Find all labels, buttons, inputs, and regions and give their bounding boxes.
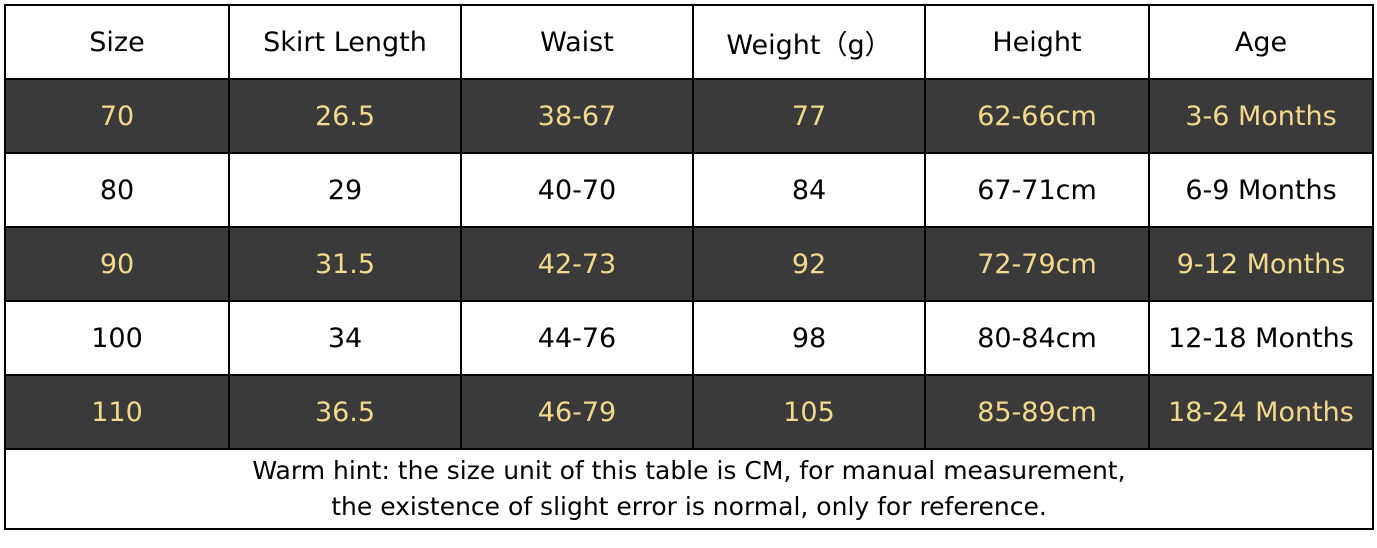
table-cell: 9-12 Months (1148, 226, 1374, 302)
table-cell: 80 (4, 152, 230, 228)
size-table: Size Skirt Length Waist Weight（g） Height Age … (4, 4, 1374, 530)
table-cell: 6-9 Months (1148, 152, 1374, 228)
table-cell: 92 (692, 226, 926, 302)
table-row: 80 29 40-70 84 67-71cm 6-9 Months (4, 152, 1374, 228)
table-cell: 31.5 (228, 226, 462, 302)
table-cell: 77 (692, 78, 926, 154)
header-cell: Waist (460, 4, 694, 80)
table-cell: 90 (4, 226, 230, 302)
header-cell: Age (1148, 4, 1374, 80)
header-cell: Weight（g） (692, 4, 926, 80)
table-cell: 62-66cm (924, 78, 1150, 154)
table-cell: 3-6 Months (1148, 78, 1374, 154)
header-cell: Height (924, 4, 1150, 80)
header-row: Size Skirt Length Waist Weight（g） Height Age (4, 4, 1374, 80)
table-cell: 70 (4, 78, 230, 154)
table-row: 90 31.5 42-73 92 72-79cm 9-12 Months (4, 226, 1374, 302)
table-cell: 26.5 (228, 78, 462, 154)
table-cell: 36.5 (228, 374, 462, 450)
table-cell: 72-79cm (924, 226, 1150, 302)
table-cell: 38-67 (460, 78, 694, 154)
header-cell: Skirt Length (228, 4, 462, 80)
table-cell: 84 (692, 152, 926, 228)
table-cell: 42-73 (460, 226, 694, 302)
note-cell: Warm hint: the size unit of this table i… (4, 448, 1374, 530)
note-line: the existence of slight error is normal,… (331, 492, 1047, 521)
table-cell: 46-79 (460, 374, 694, 450)
table-cell: 80-84cm (924, 300, 1150, 376)
table-cell: 110 (4, 374, 230, 450)
table-cell: 98 (692, 300, 926, 376)
table-cell: 105 (692, 374, 926, 450)
table-cell: 40-70 (460, 152, 694, 228)
table-cell: 67-71cm (924, 152, 1150, 228)
table-cell: 34 (228, 300, 462, 376)
table-row: 110 36.5 46-79 105 85-89cm 18-24 Months (4, 374, 1374, 450)
table-cell: 100 (4, 300, 230, 376)
table-body: 70 26.5 38-67 77 62-66cm 3-6 Months 80 29 40-70 8… (4, 78, 1374, 530)
table-row: 100 34 44-76 98 80-84cm 12-18 Months (4, 300, 1374, 376)
note-row: Warm hint: the size unit of this table i… (4, 448, 1374, 530)
table-cell: 85-89cm (924, 374, 1150, 450)
table-cell: 12-18 Months (1148, 300, 1374, 376)
table-cell: 44-76 (460, 300, 694, 376)
note-line: Warm hint: the size unit of this table i… (252, 456, 1126, 485)
table-cell: 29 (228, 152, 462, 228)
header-cell: Size (4, 4, 230, 80)
table-row: 70 26.5 38-67 77 62-66cm 3-6 Months (4, 78, 1374, 154)
table-cell: 18-24 Months (1148, 374, 1374, 450)
